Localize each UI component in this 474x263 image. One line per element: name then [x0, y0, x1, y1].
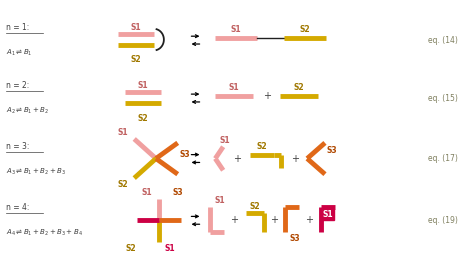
Text: $A_4 \rightleftharpoons B_1 + B_2 + B_3 + B_4$: $A_4 \rightleftharpoons B_1 + B_2 + B_3 …	[6, 228, 82, 238]
Text: S1: S1	[118, 128, 128, 137]
Text: +: +	[270, 215, 278, 225]
Text: S1: S1	[138, 81, 148, 90]
Text: S2: S2	[256, 142, 267, 151]
Text: S2: S2	[126, 244, 137, 253]
Text: n = 1:: n = 1:	[6, 23, 29, 32]
Text: S1: S1	[231, 25, 241, 34]
Text: S2: S2	[118, 180, 128, 189]
Text: S2: S2	[249, 201, 260, 210]
Text: S1: S1	[323, 210, 333, 219]
Text: S1: S1	[165, 244, 175, 253]
Text: n = 4:: n = 4:	[6, 204, 29, 213]
Text: S3: S3	[180, 150, 190, 159]
Text: +: +	[230, 215, 238, 225]
Text: $A_3 \rightleftharpoons B_1 + B_2 + B_3$: $A_3 \rightleftharpoons B_1 + B_2 + B_3$	[6, 166, 66, 176]
Text: S2: S2	[138, 114, 148, 123]
Text: eq. (15): eq. (15)	[428, 94, 457, 103]
Text: eq. (17): eq. (17)	[428, 154, 457, 163]
Text: n = 2:: n = 2:	[6, 81, 29, 90]
Text: S1: S1	[229, 83, 239, 92]
Text: S3: S3	[290, 234, 300, 243]
Text: S3: S3	[173, 188, 183, 197]
Text: S1: S1	[142, 188, 152, 197]
Text: eq. (14): eq. (14)	[428, 36, 457, 45]
Text: +: +	[292, 154, 299, 164]
Text: S1: S1	[131, 23, 142, 32]
Text: +: +	[263, 91, 271, 101]
Text: S2: S2	[131, 55, 142, 64]
Text: n = 3:: n = 3:	[6, 142, 29, 151]
Text: +: +	[233, 154, 241, 164]
Text: $A_2 \rightleftharpoons B_1 + B_2$: $A_2 \rightleftharpoons B_1 + B_2$	[6, 106, 49, 116]
Text: S2: S2	[300, 25, 310, 34]
Text: S2: S2	[294, 83, 305, 92]
Text: S1: S1	[214, 196, 225, 205]
Text: S1: S1	[219, 136, 230, 145]
Text: +: +	[305, 215, 313, 225]
Text: eq. (19): eq. (19)	[428, 216, 457, 225]
Text: $A_1 \rightleftharpoons B_1$: $A_1 \rightleftharpoons B_1$	[6, 48, 32, 58]
Text: S3: S3	[327, 146, 337, 155]
